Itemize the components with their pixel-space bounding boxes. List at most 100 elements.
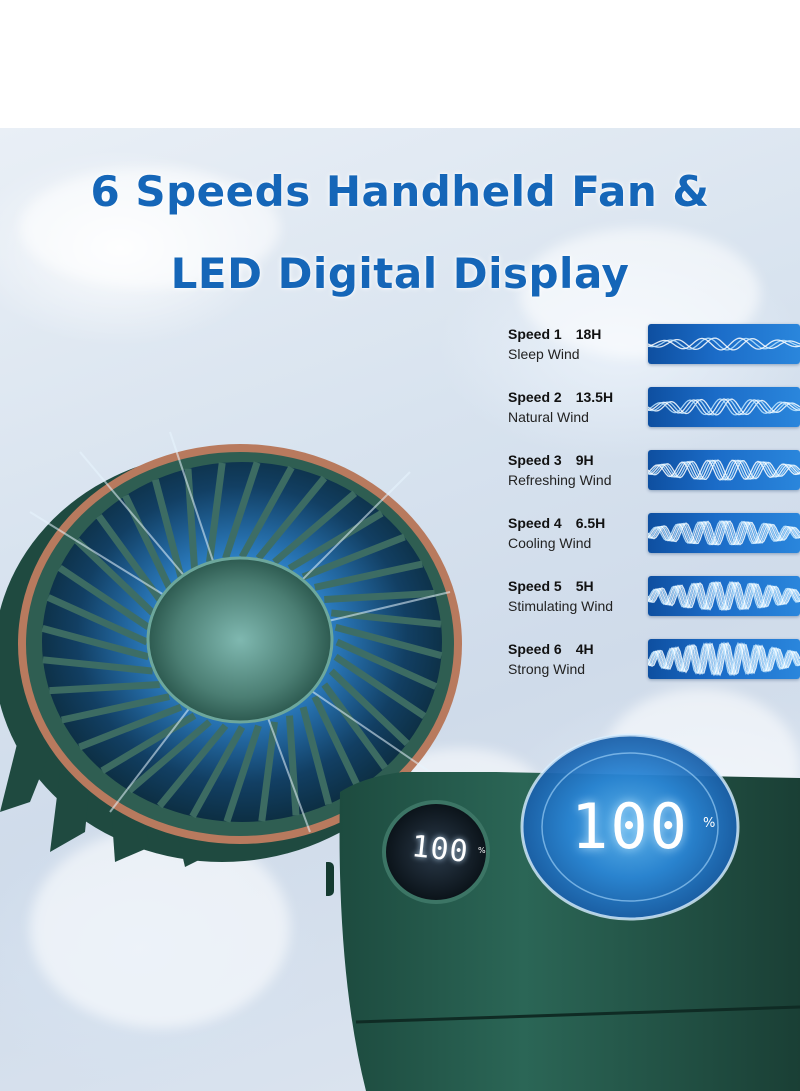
grille-spoke (311, 695, 362, 790)
grille-spoke (122, 494, 173, 589)
speed-description: Refreshing Wind (508, 472, 612, 488)
fan-grille-spokes (41, 461, 443, 823)
grille-spoke (78, 703, 183, 751)
speed-description: Sleep Wind (508, 346, 580, 362)
speed-label: Speed 2 13.5H (508, 389, 648, 405)
fan-hub (148, 558, 332, 722)
wave-strand (648, 520, 800, 546)
grille-spoke (156, 723, 229, 809)
speed-description: Natural Wind (508, 409, 589, 425)
grille-spoke (287, 510, 384, 572)
wave-strand (648, 459, 800, 481)
grille-spoke (189, 725, 246, 819)
wave-strand (648, 581, 800, 612)
wave-strand (648, 459, 800, 481)
grille-spoke (255, 475, 328, 561)
speed-row-2: Speed 2 13.5H Natural Wind (508, 385, 800, 433)
wind-wave-graphic (648, 639, 800, 679)
snow-patch (20, 168, 280, 288)
speed-hours: 18H (575, 326, 602, 342)
speed-hours: 5H (575, 578, 594, 594)
speed-row-1: Speed 1 18H Sleep Wind (508, 322, 800, 370)
speed-row-6: Speed 6 4H Strong Wind (508, 637, 800, 685)
snow-patch (30, 828, 290, 1028)
grille-spoke (299, 706, 333, 806)
grille-spoke (272, 490, 358, 565)
grille-spoke (223, 724, 262, 823)
wave-strand (648, 337, 800, 351)
speed-label: Speed 6 4H (508, 641, 648, 657)
grille-spoke (258, 721, 278, 822)
wind-wave-graphic (648, 387, 800, 427)
speed-hours: 9H (575, 452, 594, 468)
grille-spoke (328, 668, 410, 747)
handle-display-value: 100 (409, 829, 471, 870)
wind-wave-graphic (648, 513, 800, 553)
speed-name: Speed 4 (508, 515, 562, 531)
wave-strand (648, 398, 800, 416)
speed-label: Speed 5 5H (508, 578, 648, 594)
wind-wave-graphic (648, 324, 800, 364)
grille-spoke (151, 478, 185, 578)
speed-hours: 4H (575, 641, 594, 657)
grille-spoke (314, 560, 423, 591)
wave-strand (648, 641, 800, 677)
speed-row-3: Speed 3 9H Refreshing Wind (508, 448, 800, 496)
grille-spoke (286, 715, 300, 816)
speed-description: Strong Wind (508, 661, 586, 677)
grille-spoke (334, 623, 443, 659)
speed-row-5: Speed 5 5H Stimulating Wind (508, 574, 800, 622)
zoom-display-unit: % (703, 816, 716, 831)
grille-spoke (61, 693, 170, 724)
grille-spoke (42, 656, 154, 675)
fan-head (0, 431, 462, 867)
grille-spoke (49, 681, 160, 695)
grille-spoke (324, 589, 435, 603)
grille-spoke (184, 468, 198, 569)
grille-spoke (100, 712, 197, 774)
speed-label: Speed 4 6.5H (508, 515, 648, 531)
grille-spoke (222, 461, 261, 560)
grille-spoke (57, 564, 151, 631)
grille-spoke (126, 719, 212, 794)
wave-strand (648, 520, 800, 546)
headline-line-2: LED Digital Display (170, 249, 630, 298)
speed-row-4: Speed 4 6.5H Cooling Wind (508, 511, 800, 559)
display-zoom-bubble (520, 733, 740, 921)
grille-spoke (74, 537, 156, 616)
grille-spoke (301, 533, 406, 581)
wind-wave-graphic (648, 576, 800, 616)
handle-display-unit: % (478, 846, 486, 855)
grille-spoke (46, 594, 149, 646)
wave-strand (648, 459, 800, 481)
grille-spoke (333, 653, 427, 720)
speed-label: Speed 1 18H (508, 326, 648, 342)
speed-name: Speed 6 (508, 641, 562, 657)
speed-name: Speed 3 (508, 452, 562, 468)
speed-hours: 13.5H (575, 389, 614, 405)
wave-strand (648, 580, 800, 611)
headline-line-1: 6 Speeds Handheld Fan & (90, 167, 710, 216)
headline: 6 Speeds Handheld Fan & LED Digital Disp… (0, 168, 800, 298)
grille-spoke (206, 462, 226, 563)
grille-spoke (238, 465, 295, 559)
speed-description: Stimulating Wind (508, 598, 614, 614)
wind-wave-graphic (648, 450, 800, 490)
wave-strand (648, 580, 800, 611)
speed-name: Speed 5 (508, 578, 562, 594)
handle-display (382, 800, 490, 904)
speed-name: Speed 2 (508, 389, 562, 405)
speed-name: Speed 1 (508, 326, 562, 342)
grille-spoke (330, 609, 442, 628)
wave-strand (648, 642, 800, 677)
grille-spoke (335, 638, 438, 690)
wave-strand (648, 641, 800, 677)
zoom-display-value: 100 (571, 790, 689, 863)
speed-description: Cooling Wind (508, 535, 592, 551)
wave-strand (648, 520, 800, 546)
speed-label: Speed 3 9H (508, 452, 648, 468)
speed-hours: 6.5H (575, 515, 606, 531)
grille-spoke (41, 625, 150, 661)
grille-spoke (321, 682, 388, 770)
